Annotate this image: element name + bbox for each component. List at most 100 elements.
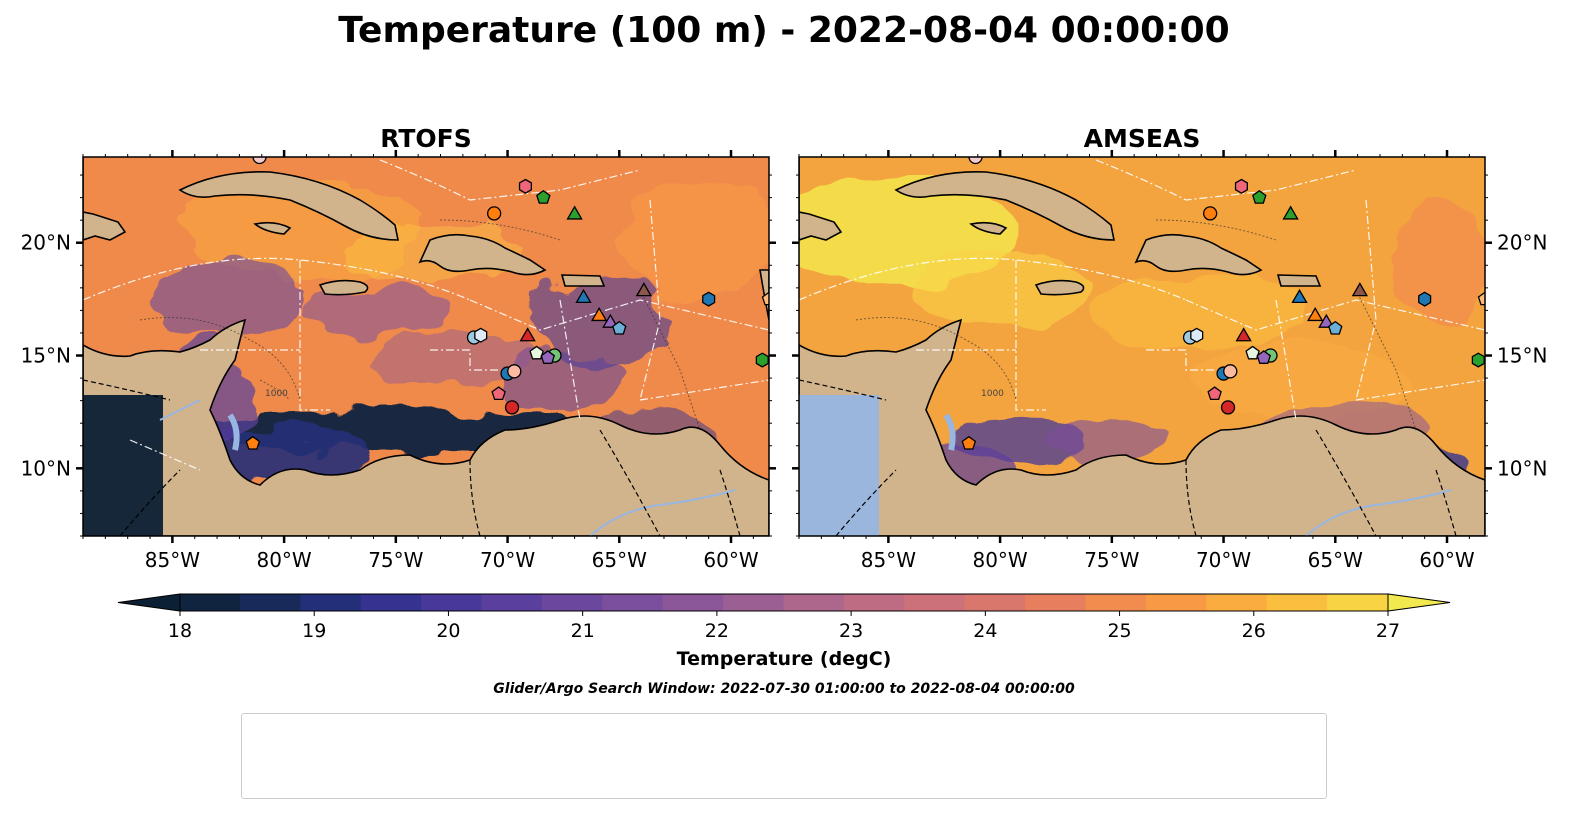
x-tick-label: 70°W [480, 548, 535, 572]
colorbar-segment [1085, 594, 1147, 611]
amseas-marker-3901686 [1418, 291, 1432, 307]
amseas-marker-4903629 [1220, 400, 1236, 415]
colorbar-outline [179, 593, 1389, 612]
amseas-marker-4902355 [1203, 206, 1218, 221]
amseas-marker-4903339 [1471, 352, 1485, 368]
amseas-contour-label: 1000 [981, 389, 1004, 399]
x-tick-label: 80°W [256, 548, 311, 572]
colorbar-segment [783, 594, 845, 611]
x-tick-label: 60°W [703, 548, 758, 572]
amseas-marker-4903238 [961, 435, 977, 450]
amseas-observation-markers [961, 157, 1485, 450]
amseas-marker-3901861 [1328, 320, 1343, 335]
rtofs-marker-6903135 [252, 157, 267, 165]
rtofs-marker-4902355 [487, 206, 502, 221]
y-tick-label: 15°N [21, 344, 71, 368]
colorbar-label: Temperature (degC) [677, 648, 892, 670]
y-tick-label: 10°N [21, 456, 71, 480]
colorbar-segment [1206, 594, 1268, 611]
colorbar-segment [904, 594, 966, 611]
amseas-marker-6903136 [1223, 364, 1238, 379]
amseas-map-panel: AMSEAS [792, 124, 1547, 572]
rtofs-observation-markers [245, 157, 769, 450]
rtofs-marker-6903134 [518, 178, 532, 194]
colorbar-segment [541, 594, 604, 611]
colorbar-tick-label: 25 [1107, 620, 1131, 642]
amseas-marker-4903345 [1252, 189, 1267, 204]
rtofs-marker-4903238 [245, 435, 261, 450]
rtofs-marker-SG610-20220621T1130 [575, 288, 592, 304]
rtofs-marker-SG635-20220622T1250 [591, 306, 608, 322]
colorbar-extend-high [1387, 593, 1451, 612]
rtofs-marker-4903629 [504, 400, 520, 415]
colorbar-tick-label: 21 [571, 620, 595, 642]
rtofs-axis-ticks: 85°W 80°W 75°W 70°W 65°W 60°W 20°N 15°N 10°N [21, 150, 776, 572]
colorbar-segment [843, 594, 906, 611]
legend-frame [241, 713, 1327, 799]
rtofs-marker-4903354 [529, 345, 544, 360]
colorbar-segment [1025, 594, 1087, 611]
x-tick-label: 70°W [1196, 548, 1251, 572]
temperature-colorbar: 18 19 20 21 22 23 24 25 26 27 Temperature (degC) [117, 593, 1451, 670]
colorbar-segment [300, 594, 362, 611]
colorbar-tick-label: 26 [1242, 620, 1266, 642]
colorbar-tick-label: 24 [973, 620, 997, 642]
colorbar-segment [964, 594, 1027, 611]
figure-title: Temperature (100 m) - 2022-08-04 00:00:0… [338, 10, 1229, 51]
rtofs-land [83, 157, 769, 536]
amseas-marker-4903255 [1477, 291, 1485, 306]
rtofs-map-frame [82, 156, 770, 537]
y-tick-label: 15°N [1497, 344, 1547, 368]
x-tick-label: 60°W [1419, 548, 1474, 572]
rtofs-marker-4903345 [536, 189, 551, 204]
rtofs-marker-4903277 [491, 386, 506, 401]
amseas-panel-title: AMSEAS [1084, 124, 1201, 153]
amseas-axis-ticks: 85°W 80°W 75°W 70°W 65°W 60°W 20°N 15°N 10°N [792, 150, 1547, 572]
rtofs-marker-4903255 [761, 291, 769, 306]
colorbar-segment [1327, 594, 1389, 611]
colorbar-segment [1266, 594, 1329, 611]
amseas-borders [799, 379, 1457, 536]
rtofs-marker-3901861 [612, 320, 627, 335]
amseas-marker-SG635-20220622T1250 [1307, 306, 1324, 322]
colorbar-segment [662, 594, 725, 611]
amseas-marker-SG678-20220622T1240 [1318, 313, 1335, 328]
rtofs-marker-SG678-20220622T1240 [602, 313, 619, 328]
colorbar-tick-label: 18 [168, 620, 192, 642]
colorbar-ticks: 18 19 20 21 22 23 24 25 26 27 [168, 611, 1400, 642]
rtofs-borders [83, 379, 741, 536]
amseas-marker-SG667-20220629T1254 [1235, 327, 1252, 342]
rtofs-map-panel: RTOFS [21, 124, 776, 572]
amseas-marker-4903277 [1207, 386, 1222, 401]
colorbar-tick-label: 27 [1376, 620, 1400, 642]
amseas-marker-4903354 [1245, 345, 1260, 360]
colorbar-segment [1145, 594, 1208, 611]
amseas-1000m-contours [855, 219, 1417, 431]
colorbar-segment [481, 594, 543, 611]
amseas-marker-SG610-20220621T1130 [1291, 288, 1308, 304]
x-tick-label: 75°W [368, 548, 423, 572]
y-tick-label: 20°N [21, 231, 71, 255]
amseas-marker-6903134 [1234, 178, 1248, 194]
colorbar-segment [239, 594, 302, 611]
amseas-land [799, 157, 1485, 536]
colorbar-tick-label: 20 [436, 620, 460, 642]
rtofs-eez-boundaries [83, 159, 769, 471]
amseas-eez-boundaries [799, 159, 1485, 421]
rtofs-marker-3901686 [702, 291, 716, 307]
y-tick-label: 10°N [1497, 456, 1547, 480]
x-tick-label: 80°W [972, 548, 1027, 572]
rtofs-marker-6903137 [540, 350, 556, 364]
colorbar-segment [421, 594, 483, 611]
colorbar-tick-label: 23 [839, 620, 863, 642]
x-tick-label: 65°W [1308, 548, 1363, 572]
colorbar-segments [117, 593, 1451, 612]
amseas-marker-3902457 [1190, 327, 1204, 343]
rtofs-contour-label: 1000 [265, 389, 288, 399]
x-tick-label: 75°W [1084, 548, 1139, 572]
colorbar-segment [179, 594, 241, 611]
rtofs-marker-4903339 [755, 352, 769, 368]
colorbar-tick-label: 19 [302, 620, 326, 642]
amseas-marker-SG665-20220623T1144 [1282, 205, 1299, 220]
